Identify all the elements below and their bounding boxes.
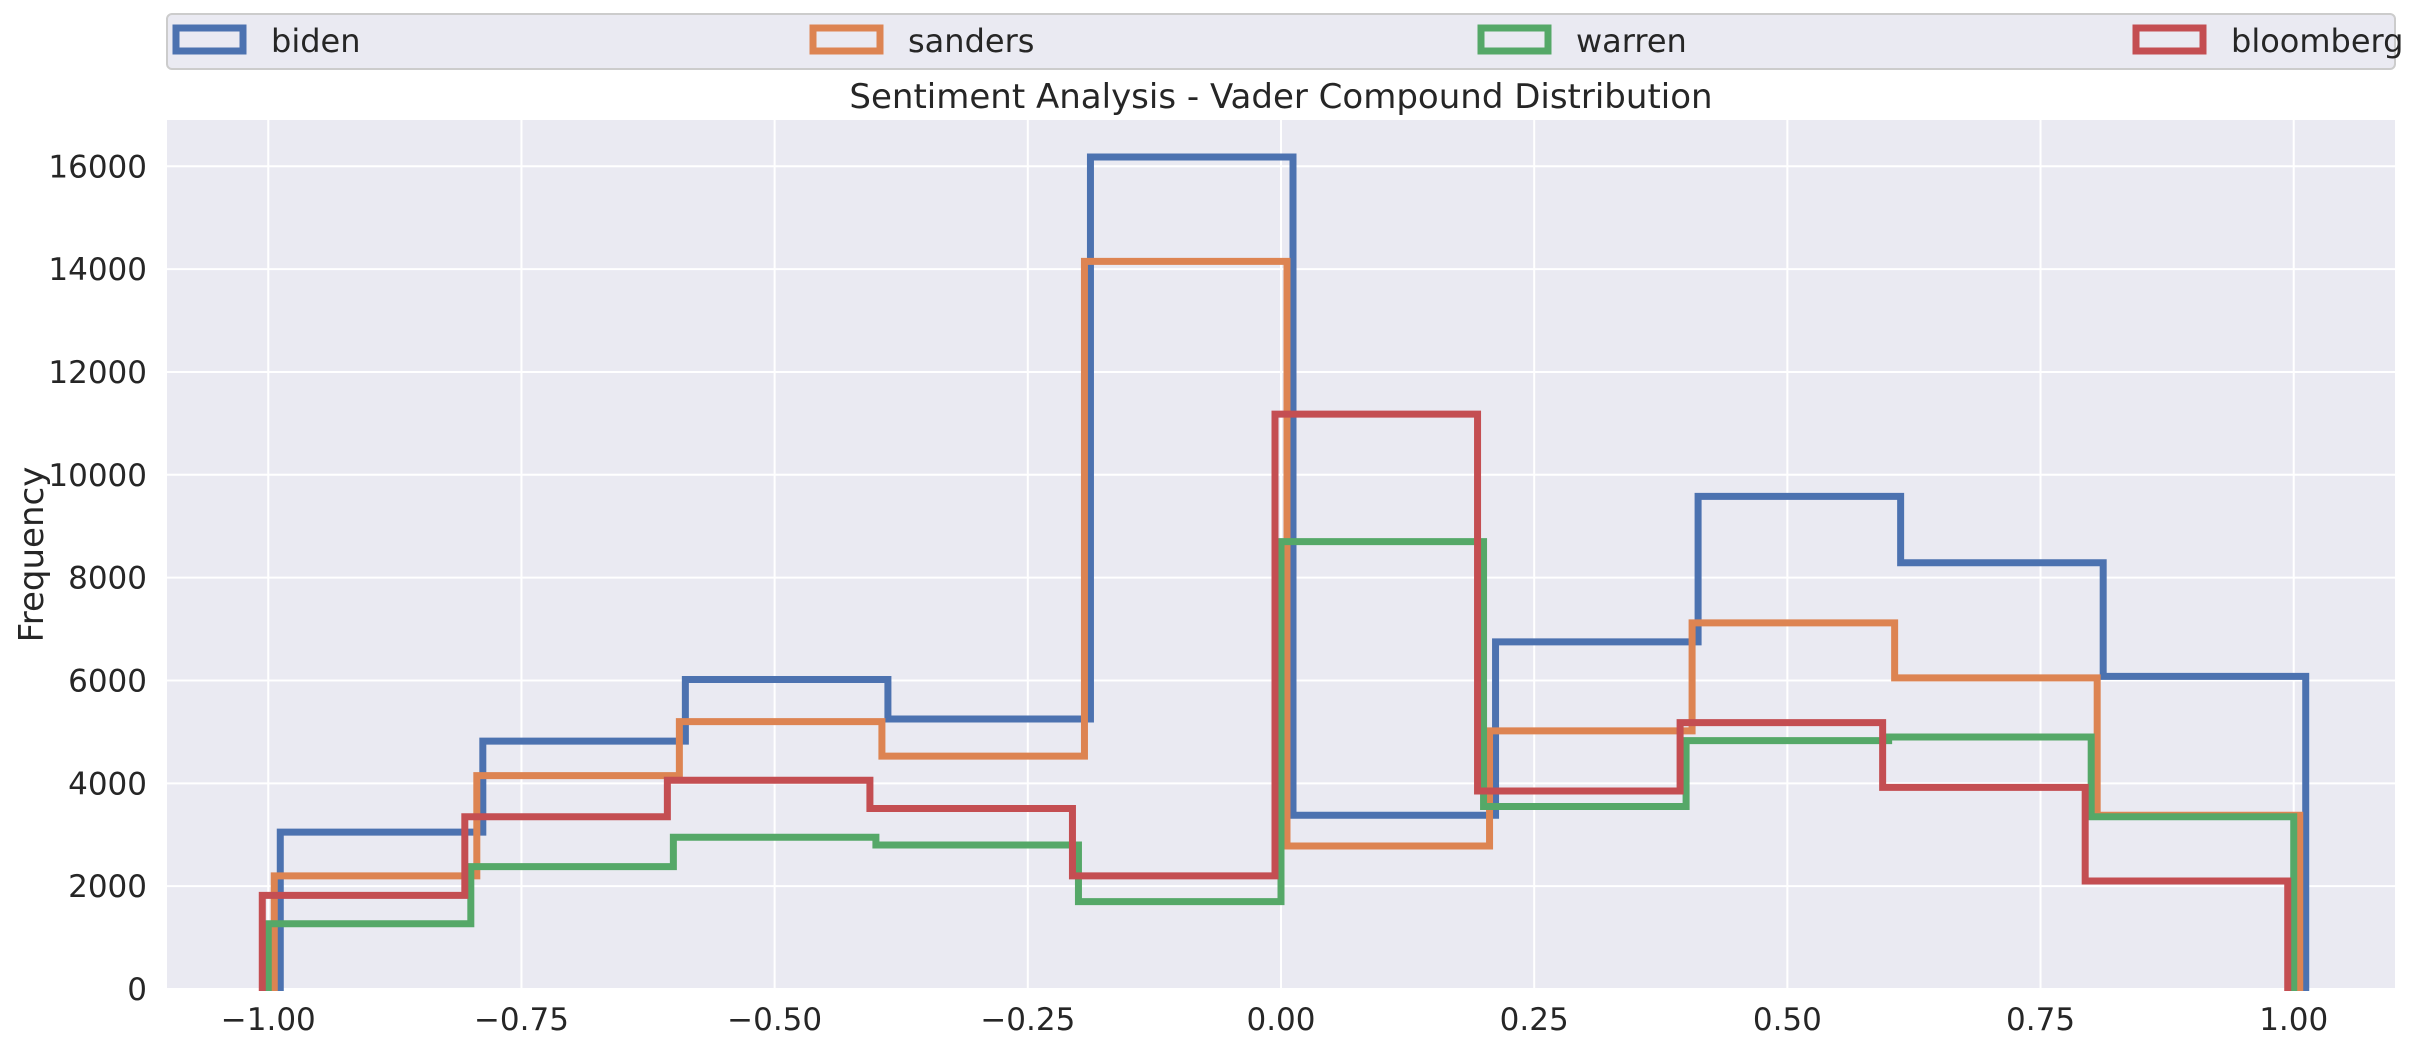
x-tick-label: 0.25 — [1500, 1002, 1569, 1038]
series-bloomberg-step — [258, 410, 2292, 991]
y-tick-label: 10000 — [48, 458, 147, 494]
chart-title: Sentiment Analysis - Vader Compound Dist… — [849, 77, 1712, 117]
x-tick-label: 1.00 — [2259, 1002, 2328, 1038]
legend: biden sanders warren bloomberg — [166, 13, 2403, 70]
axis-labels: −1.00 −0.75 −0.50 −0.25 0.00 0.25 0.50 0.75 1.00… — [48, 149, 2328, 1038]
series-sanders-step — [270, 257, 2304, 991]
series-biden-step — [276, 153, 2310, 991]
y-tick-label: 16000 — [48, 149, 147, 185]
y-tick-label: 8000 — [68, 561, 147, 597]
legend-swatch-bloomberg — [2132, 24, 2207, 55]
legend-label-sanders: sanders — [908, 22, 1034, 60]
x-tick-label: −0.50 — [727, 1002, 822, 1038]
legend-label-biden: biden — [271, 22, 360, 60]
x-tick-label: −0.25 — [980, 1002, 1075, 1038]
y-tick-label: 2000 — [68, 869, 147, 905]
y-tick-label: 14000 — [48, 252, 147, 288]
legend-swatch-sanders — [809, 24, 884, 55]
x-tick-label: 0.75 — [2006, 1002, 2075, 1038]
y-tick-label: 12000 — [48, 355, 147, 391]
legend-swatch-biden — [172, 24, 247, 55]
x-tick-label: −0.75 — [474, 1002, 569, 1038]
legend-swatch-warren — [1477, 24, 1552, 55]
x-tick-label: 0.00 — [1246, 1002, 1315, 1038]
y-axis-label: Frequency — [12, 467, 52, 643]
series-layer — [258, 153, 2310, 991]
y-tick-label: 0 — [127, 972, 147, 1008]
x-tick-label: 0.50 — [1753, 1002, 1822, 1038]
x-tick-label: −1.00 — [221, 1002, 316, 1038]
legend-frame — [166, 13, 2396, 70]
legend-label-warren: warren — [1576, 22, 1687, 60]
legend-label-bloomberg: bloomberg — [2231, 22, 2403, 60]
y-tick-label: 6000 — [68, 663, 147, 699]
series-warren-step — [264, 538, 2298, 991]
y-tick-label: 4000 — [68, 766, 147, 802]
